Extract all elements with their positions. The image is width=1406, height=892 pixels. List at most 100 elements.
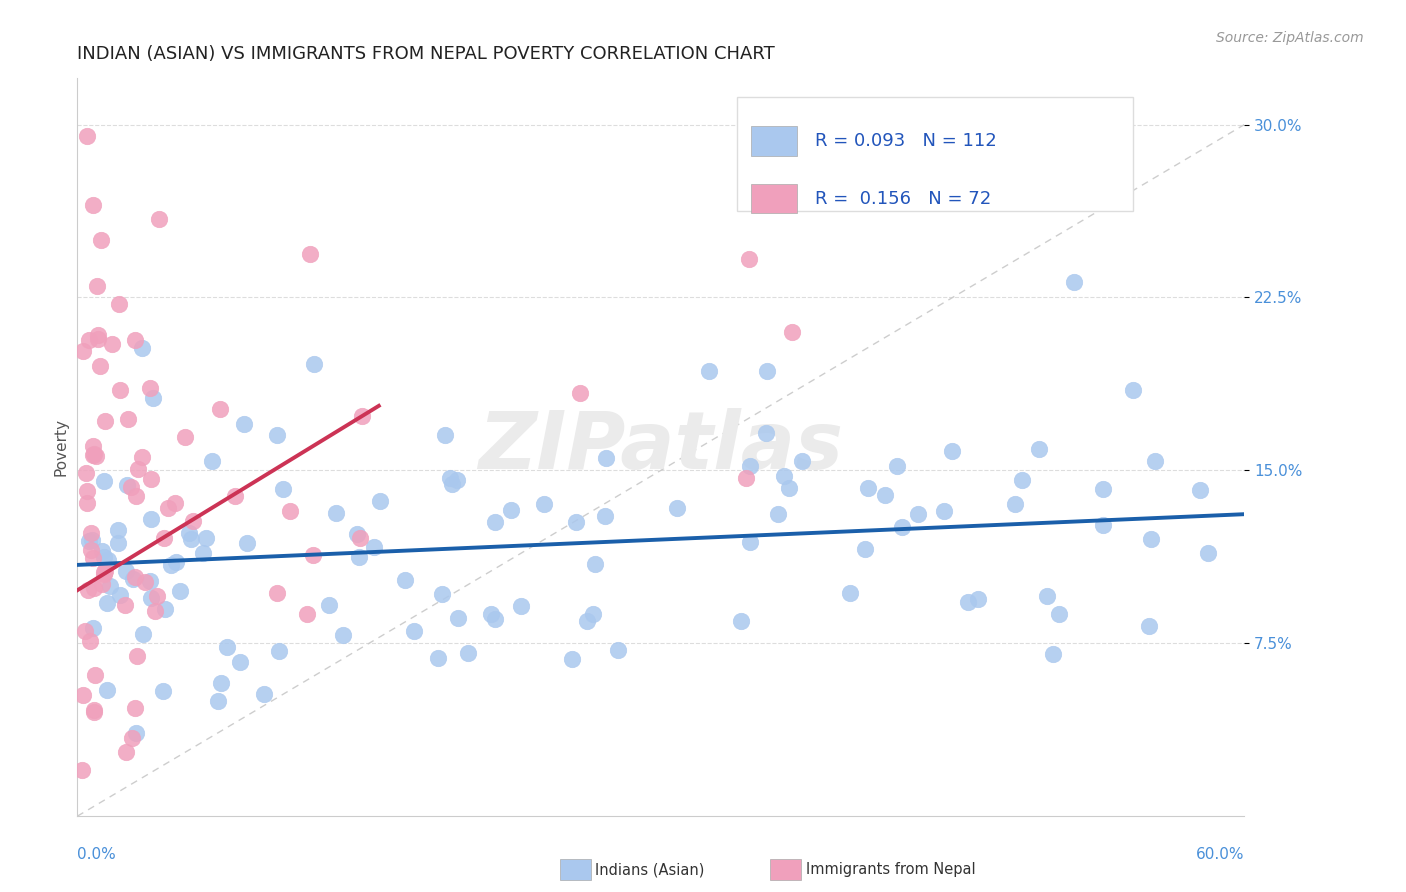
Point [907, 507, 929, 521]
Text: INDIAN (ASIAN) VS IMMIGRANTS FROM NEPAL POVERTY CORRELATION CHART: INDIAN (ASIAN) VS IMMIGRANTS FROM NEPAL … [77, 45, 775, 63]
Point [146, 589, 169, 603]
Point [595, 450, 617, 465]
Point [441, 476, 464, 491]
Point [94, 564, 117, 578]
Point [1036, 590, 1059, 604]
Point [121, 731, 143, 745]
Point [1137, 618, 1160, 632]
Point [82, 550, 104, 565]
Point [77, 533, 100, 548]
Point [165, 555, 187, 569]
Point [195, 532, 218, 546]
Point [209, 402, 232, 417]
Point [606, 643, 628, 657]
Point [125, 725, 148, 739]
Point [177, 526, 200, 541]
Point [737, 252, 759, 266]
Point [83, 447, 105, 461]
Point [90, 577, 112, 591]
Point [697, 364, 720, 378]
Point [352, 409, 374, 423]
Point [141, 472, 163, 486]
Point [152, 684, 174, 698]
Point [1063, 275, 1085, 289]
Point [484, 515, 506, 529]
Point [934, 504, 956, 518]
Point [139, 574, 162, 588]
Point [332, 628, 354, 642]
Point [122, 572, 145, 586]
Point [349, 531, 371, 545]
Point [201, 454, 224, 468]
Point [77, 334, 100, 348]
Point [297, 607, 319, 621]
Point [163, 496, 186, 510]
Point [72, 688, 94, 702]
Text: Source: ZipAtlas.com: Source: ZipAtlas.com [1216, 31, 1364, 45]
Point [157, 500, 180, 515]
Point [80, 533, 103, 547]
Point [966, 591, 988, 606]
Point [101, 336, 124, 351]
Point [169, 584, 191, 599]
Point [479, 607, 502, 621]
Point [180, 532, 202, 546]
Text: 60.0%: 60.0% [1197, 847, 1244, 862]
Point [278, 504, 301, 518]
Point [86, 279, 108, 293]
Point [131, 450, 153, 465]
Point [790, 454, 813, 468]
Point [139, 512, 162, 526]
Point [193, 545, 215, 559]
Point [124, 333, 146, 347]
Point [734, 471, 756, 485]
Point [98, 579, 121, 593]
Point [325, 507, 347, 521]
Point [82, 621, 104, 635]
Point [91, 543, 114, 558]
Point [124, 701, 146, 715]
Point [1042, 647, 1064, 661]
Text: 0.0%: 0.0% [77, 847, 117, 862]
Point [134, 575, 156, 590]
Point [404, 624, 426, 638]
Point [96, 682, 118, 697]
Point [1004, 497, 1026, 511]
Point [430, 587, 453, 601]
Point [207, 694, 229, 708]
Point [127, 649, 149, 664]
Point [141, 392, 163, 406]
Point [96, 596, 118, 610]
Point [75, 466, 97, 480]
Point [84, 667, 107, 681]
Point [1011, 473, 1033, 487]
Point [93, 550, 115, 565]
Point [1140, 533, 1163, 547]
Point [76, 484, 98, 499]
Point [772, 469, 794, 483]
Point [1091, 518, 1114, 533]
Point [82, 198, 104, 212]
Point [115, 565, 138, 579]
Point [83, 703, 105, 717]
Point [755, 364, 778, 378]
Point [229, 655, 252, 669]
Point [76, 496, 98, 510]
Point [124, 489, 146, 503]
Point [302, 357, 325, 371]
Point [349, 549, 371, 564]
Point [501, 503, 523, 517]
Point [253, 687, 276, 701]
Point [148, 212, 170, 227]
Point [839, 586, 862, 600]
Point [181, 514, 204, 528]
Point [886, 458, 908, 473]
Point [93, 565, 115, 579]
Point [267, 643, 290, 657]
Point [124, 570, 146, 584]
Point [439, 471, 461, 485]
Point [666, 501, 689, 516]
Point [83, 705, 105, 719]
Point [510, 599, 533, 613]
Point [82, 448, 104, 462]
